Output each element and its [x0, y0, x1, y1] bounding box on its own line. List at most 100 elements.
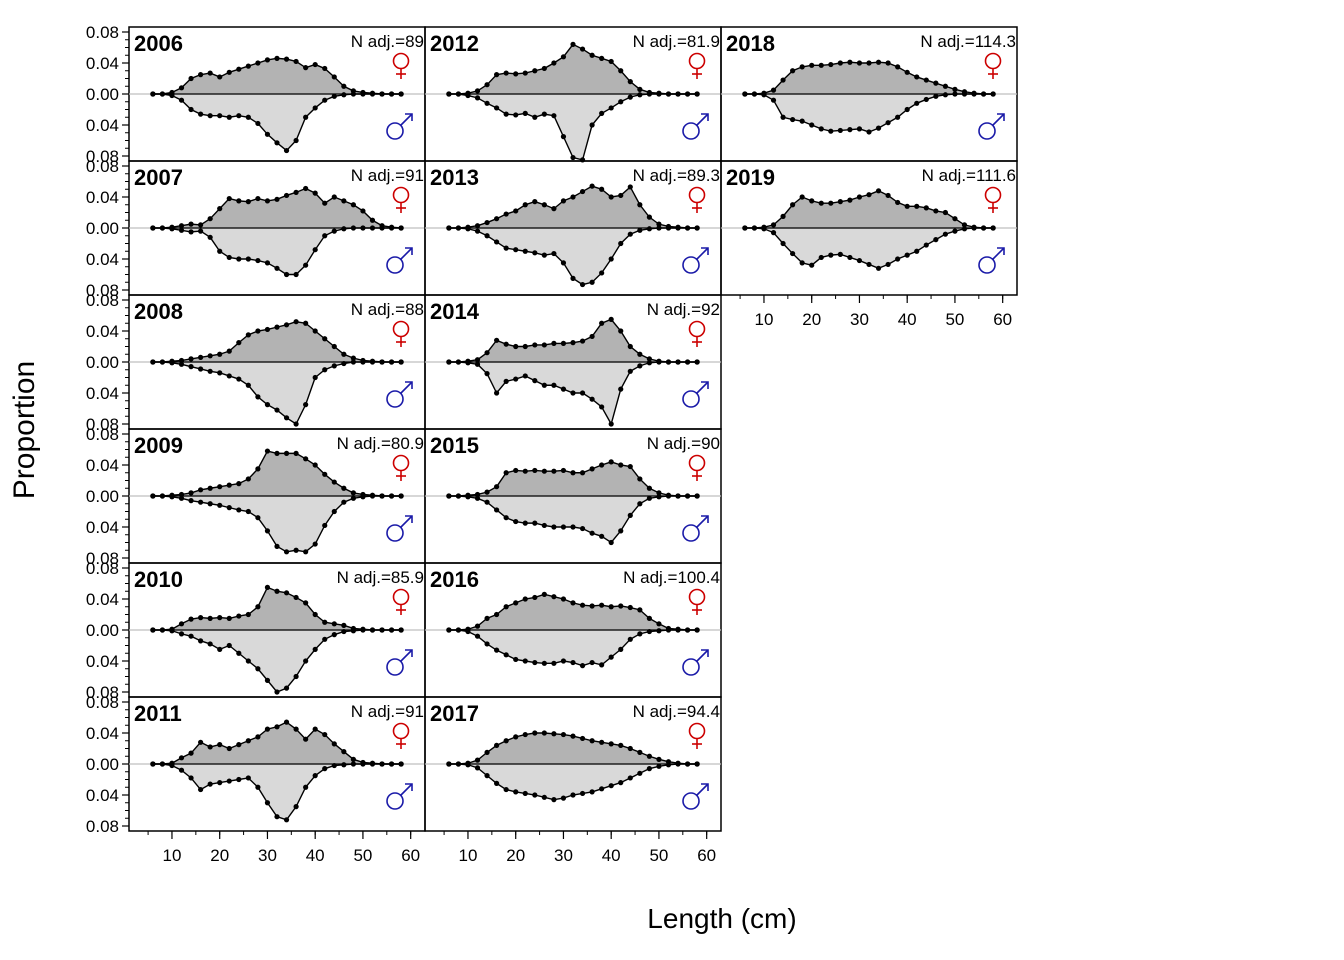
panel-year-label: 2013 [430, 165, 479, 190]
male-point [159, 91, 166, 97]
male-symbol-arrow [399, 649, 413, 663]
male-symbol-icon [682, 390, 700, 408]
male-point [513, 656, 519, 663]
female-point [350, 202, 356, 208]
male-point [274, 140, 280, 146]
female-point [226, 482, 232, 488]
female-point [608, 604, 614, 610]
female-point [875, 59, 882, 65]
female-point [303, 320, 309, 326]
male-point [522, 373, 528, 379]
male-point [398, 91, 404, 97]
male-point [637, 631, 643, 637]
male-point [837, 127, 843, 134]
male-point [828, 128, 834, 134]
male-point [904, 106, 910, 113]
female-point [245, 738, 251, 744]
female-point [837, 199, 843, 205]
female-point [895, 199, 901, 206]
female-point [264, 198, 271, 204]
male-point [274, 689, 280, 695]
male-point [217, 502, 223, 508]
male-point [341, 762, 347, 768]
male-point [694, 225, 700, 231]
y-tick-label: 0.04 [86, 786, 119, 805]
male-point [599, 786, 605, 792]
x-tick-label: 60 [993, 310, 1012, 329]
female-point [283, 719, 290, 725]
female-point [637, 476, 643, 482]
male-point [627, 94, 633, 100]
female-point [474, 88, 481, 94]
female-point [293, 450, 299, 456]
female-point [560, 467, 567, 474]
female-point [608, 741, 614, 747]
panel-2012: 2012 N adj.=81.9 [424, 26, 722, 163]
male-symbol-arrow [991, 113, 1005, 127]
female-point [217, 351, 223, 357]
male-point [494, 390, 500, 396]
female-point [283, 590, 290, 596]
female-point [799, 194, 805, 200]
y-tick-label: 0.04 [86, 250, 119, 269]
y-tick-label: 0.08 [86, 147, 119, 166]
male-point [560, 386, 567, 392]
panel-year-label: 2018 [726, 31, 775, 56]
female-point [541, 591, 547, 597]
male-symbol-arrowhead [701, 113, 709, 121]
x-tick-label: 20 [210, 846, 229, 865]
male-symbol-arrow [399, 113, 413, 127]
male-point [809, 122, 815, 128]
male-point [914, 100, 920, 106]
male-point [933, 93, 939, 99]
male-point [627, 368, 633, 374]
male-area [152, 94, 402, 151]
male-point [226, 254, 232, 261]
male-point [579, 281, 586, 288]
panel-2018: 2018 N adj.=114.3 [720, 26, 1018, 162]
female-area [152, 451, 402, 496]
male-point [331, 762, 337, 769]
female-point [322, 619, 328, 625]
male-point [341, 226, 347, 232]
female-point [541, 65, 547, 72]
panel-year-label: 2008 [134, 299, 183, 324]
male-point [236, 113, 242, 119]
male-point [303, 402, 309, 408]
male-point [303, 114, 309, 120]
female-point [770, 87, 777, 93]
male-point [513, 518, 519, 525]
female-point [494, 337, 500, 343]
female-point [312, 328, 318, 334]
female-symbol-icon [392, 186, 410, 204]
male-point [178, 361, 185, 367]
male-point [388, 493, 395, 499]
male-point [207, 781, 213, 787]
male-point [398, 627, 404, 633]
male-point [255, 784, 261, 790]
female-point [952, 86, 958, 92]
male-point [264, 260, 271, 266]
male-point [379, 91, 385, 97]
male-point [341, 499, 347, 505]
x-tick-label: 50 [945, 310, 964, 329]
female-point [274, 324, 280, 330]
male-symbol-arrow [991, 247, 1005, 261]
female-point [589, 603, 595, 609]
male-point [656, 763, 662, 769]
female-area [448, 319, 698, 362]
female-point [837, 60, 843, 66]
male-point [694, 627, 700, 633]
female-point [551, 60, 557, 66]
female-point [627, 343, 633, 350]
male-point [990, 225, 996, 231]
female-point [484, 615, 490, 621]
male-point [446, 359, 452, 365]
female-point [494, 216, 500, 222]
female-point [608, 194, 614, 200]
female-point [226, 195, 232, 202]
panel-year-label: 2015 [430, 433, 479, 458]
female-point [646, 753, 652, 759]
male-point [159, 359, 166, 365]
female-point [217, 206, 223, 212]
